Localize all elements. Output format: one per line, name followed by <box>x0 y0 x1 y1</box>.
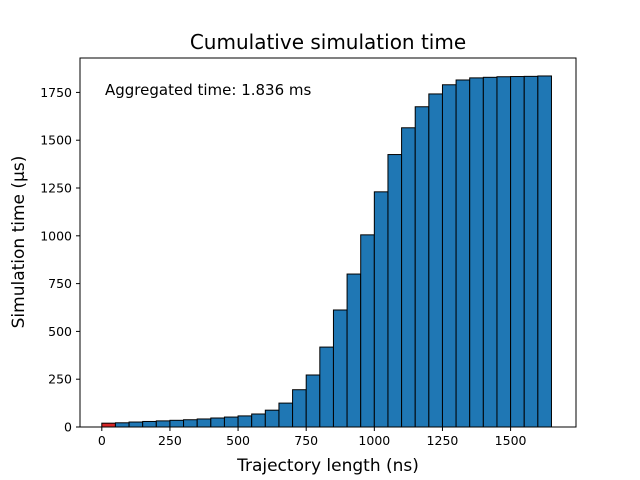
x-tick-label: 250 <box>158 433 182 448</box>
histogram-bar <box>237 415 253 428</box>
x-tick-label: 1500 <box>495 433 527 448</box>
y-tick-label: 1500 <box>40 133 72 148</box>
histogram-bar <box>210 417 225 428</box>
histogram-bar <box>196 418 212 428</box>
histogram-bar <box>441 84 457 428</box>
histogram-bar <box>292 389 307 428</box>
histogram-bar <box>278 402 294 428</box>
histogram-bar <box>373 191 389 428</box>
y-axis-ticks: 0 250 500 750 1000 1250 1500 1750 <box>40 85 80 435</box>
histogram-bar <box>319 346 334 428</box>
histogram-bar <box>510 76 525 428</box>
histogram-bar <box>496 76 512 428</box>
histogram-bars <box>101 75 552 428</box>
x-tick-label: 750 <box>294 433 318 448</box>
histogram-bar <box>155 420 171 428</box>
y-tick-label: 250 <box>48 372 72 387</box>
y-tick-label: 1000 <box>40 228 72 243</box>
histogram-bar <box>455 79 471 428</box>
histogram-bar <box>183 419 198 428</box>
histogram-bar <box>264 409 280 428</box>
histogram-bar <box>428 93 443 428</box>
aggregated-time-annotation: Aggregated time: 1.836 ms <box>105 81 312 99</box>
histogram-bar <box>251 413 266 428</box>
histogram-bar <box>469 77 484 428</box>
histogram-bar <box>223 416 239 428</box>
axes-frame <box>79 57 577 428</box>
histogram-bar <box>482 76 498 428</box>
y-tick-label: 0 <box>64 420 72 435</box>
histogram-bar <box>537 75 552 428</box>
histogram-bar <box>114 422 130 428</box>
histogram-bar <box>305 374 321 428</box>
x-tick-label: 1000 <box>358 433 390 448</box>
histogram-bar <box>128 421 144 428</box>
y-tick-label: 750 <box>48 276 72 291</box>
histogram-bar <box>360 234 375 428</box>
x-tick-label: 1250 <box>427 433 459 448</box>
histogram-bar <box>523 75 539 428</box>
histogram-bar <box>401 127 416 428</box>
histogram-bar <box>169 419 185 428</box>
histogram-bar <box>414 106 430 428</box>
chart-title: Cumulative simulation time <box>190 30 466 54</box>
histogram-bar <box>346 273 362 428</box>
x-axis-ticks: 0 250 500 750 1000 1250 1500 <box>98 427 527 448</box>
histogram-bar <box>142 420 157 428</box>
y-tick-label: 1250 <box>40 181 72 196</box>
x-tick-label: 0 <box>98 433 106 448</box>
y-tick-label: 500 <box>48 324 72 339</box>
plot-area: 0 250 500 750 1000 1250 1500 0 250 500 750 1000 125… <box>40 57 577 448</box>
histogram-bar-highlight <box>101 422 116 428</box>
histogram-bar <box>332 309 348 428</box>
y-axis-label: Simulation time (µs) <box>9 156 29 329</box>
x-axis-label: Trajectory length (ns) <box>236 456 419 476</box>
x-tick-label: 500 <box>226 433 250 448</box>
y-tick-label: 1750 <box>40 85 72 100</box>
histogram-bar <box>387 154 403 428</box>
